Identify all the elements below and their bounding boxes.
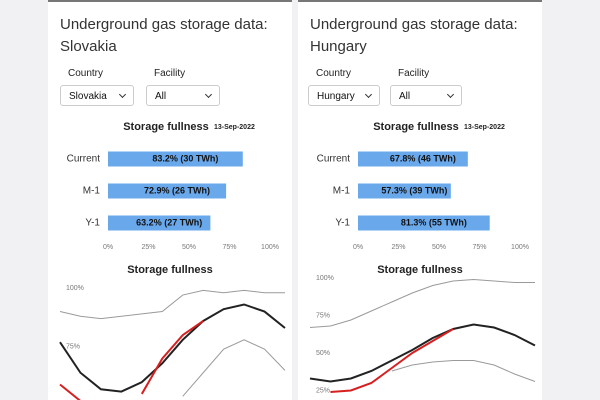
y-tick-label: 100% xyxy=(66,285,84,292)
x-tick-label: 25% xyxy=(391,244,405,251)
facility-dropdown[interactable]: All xyxy=(390,85,462,106)
y-tick-label: 50% xyxy=(316,350,330,357)
chart: Storage fullness 13-Sep-2022 0% 25% 50% 75% 10… xyxy=(317,121,529,251)
y-tick-label: 25% xyxy=(316,387,330,394)
bar xyxy=(108,183,227,199)
chart: Storage fullness 100% 75% xyxy=(59,264,286,400)
x-tick-label: 0% xyxy=(353,244,363,251)
bar xyxy=(358,151,468,167)
series-line xyxy=(59,303,286,393)
category-label: M-1 xyxy=(83,186,101,197)
category-label: Current xyxy=(67,154,101,165)
bar xyxy=(358,183,451,199)
series-line xyxy=(59,289,285,320)
country-dropdown[interactable]: Slovakia xyxy=(60,85,134,106)
facility-label: Facility xyxy=(398,68,430,79)
series-line xyxy=(330,328,454,393)
series-line xyxy=(391,360,536,382)
category-label: Y-1 xyxy=(85,218,100,229)
country-dropdown[interactable]: Hungary xyxy=(308,85,380,106)
category-label: Y-1 xyxy=(335,218,350,229)
facility-dropdown[interactable]: All xyxy=(146,85,220,106)
series-line xyxy=(59,320,204,400)
x-tick-label: 0% xyxy=(103,244,113,251)
category-label: M-1 xyxy=(333,186,351,197)
chart-subtitle: 13-Sep-2022 xyxy=(214,124,255,131)
chart: Storage fullness 13-Sep-2022 0% 25% 50% 75% 10… xyxy=(67,121,279,251)
x-tick-label: 100% xyxy=(261,244,279,251)
y-tick-label: 75% xyxy=(316,312,330,319)
value-label: 67.8% (46 TWh) xyxy=(390,153,456,163)
value-label: 57.3% (39 TWh) xyxy=(381,185,447,195)
x-tick-label: 50% xyxy=(182,244,196,251)
panel-title: Underground gas storage data: Hungary xyxy=(310,16,518,55)
bar xyxy=(108,215,211,231)
value-label: 72.9% (26 TWh) xyxy=(144,185,210,195)
chart-title: Storage fullness xyxy=(123,121,209,133)
facility-label: Facility xyxy=(154,68,186,79)
x-tick-label: 100% xyxy=(511,244,529,251)
x-tick-label: 50% xyxy=(432,244,446,251)
y-tick-label: 75% xyxy=(66,344,80,351)
value-label: 63.2% (27 TWh) xyxy=(136,217,202,227)
value-label: 83.2% (30 TWh) xyxy=(152,153,218,163)
chart: Storage fullness 100% 75% 50% 25% xyxy=(309,264,536,394)
x-tick-label: 25% xyxy=(141,244,155,251)
chart-subtitle: 13-Sep-2022 xyxy=(464,124,505,131)
country-label: Country xyxy=(68,68,104,79)
series-line xyxy=(309,278,535,328)
chart-title: Storage fullness xyxy=(377,264,463,276)
y-tick-label: 100% xyxy=(316,275,334,282)
series-line xyxy=(182,339,286,397)
panel-title: Underground gas storage data: Slovakia xyxy=(60,16,268,55)
x-tick-label: 75% xyxy=(472,244,486,251)
series-line xyxy=(309,323,536,383)
country-label: Country xyxy=(316,68,352,79)
panel: Underground gas storage data: Hungary Co… xyxy=(298,0,542,400)
x-tick-label: 75% xyxy=(222,244,236,251)
bar xyxy=(108,151,243,167)
bar xyxy=(358,215,490,231)
value-label: 81.3% (55 TWh) xyxy=(401,217,467,227)
category-label: Current xyxy=(317,154,351,165)
panel: Underground gas storage data: Slovakia C… xyxy=(48,0,292,400)
chart-title: Storage fullness xyxy=(127,264,213,276)
chart-title: Storage fullness xyxy=(373,121,459,133)
